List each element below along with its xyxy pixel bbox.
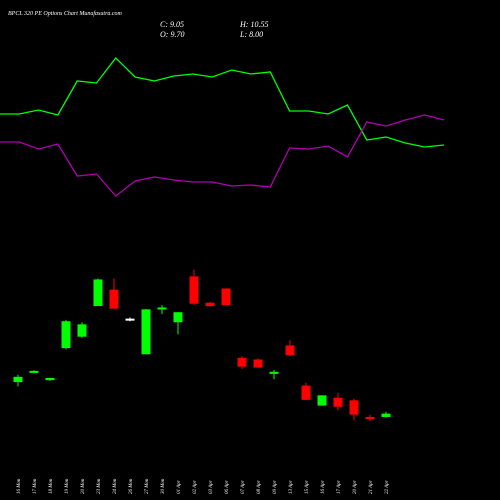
- x-tick-label: 23 Mon: [97, 478, 102, 494]
- x-tick-label: 24 Mon: [113, 478, 118, 494]
- candle-body: [157, 307, 167, 310]
- x-tick-label: 26 Mon: [129, 478, 134, 494]
- candle-body: [141, 309, 151, 355]
- x-tick-label: 17 Apr: [337, 480, 342, 494]
- open-readout: O: 9.70: [160, 30, 184, 39]
- candle-body: [221, 288, 231, 306]
- candle-body: [365, 416, 375, 419]
- x-tick-label: 09 Apr: [273, 480, 278, 494]
- candle-body: [77, 324, 87, 337]
- x-tick-label: 07 Apr: [241, 480, 246, 494]
- candle-body: [29, 370, 39, 373]
- x-tick-label: 20 Mon: [81, 478, 86, 494]
- candle-body: [13, 376, 23, 383]
- x-tick-label: 03 Apr: [209, 480, 214, 494]
- x-tick-label: 08 Apr: [257, 480, 262, 494]
- x-tick-label: 16 Mon: [17, 478, 22, 494]
- candle-body: [237, 357, 247, 367]
- x-tick-label: 16 Apr: [321, 480, 326, 494]
- candle-body: [93, 279, 103, 307]
- x-tick-label: 02 Apr: [193, 480, 198, 494]
- upper-band-line: [0, 57, 445, 148]
- x-axis: 16 Mon 17 Mon 18 Mon 19 Mon 20 Mon 23 Mon 24 M…: [17, 478, 390, 494]
- x-tick-label: 01 Apr: [177, 480, 182, 494]
- candle-body: [109, 289, 119, 309]
- candle-body: [61, 321, 71, 349]
- chart-title: BPCL 320 PE Options Chart Munafasutra.co…: [8, 10, 123, 17]
- candle-body: [253, 359, 263, 368]
- x-tick-label: 19 Mon: [65, 478, 70, 494]
- lower-band-line: [0, 114, 445, 197]
- x-tick-label: 21 Apr: [369, 480, 374, 494]
- candle-body: [269, 371, 279, 374]
- close-readout: C: 9.05: [160, 20, 184, 29]
- candle-body: [125, 318, 135, 321]
- x-tick-label: 06 Apr: [225, 480, 230, 494]
- candle-body: [381, 413, 391, 417]
- x-tick-label: 27 Mon: [145, 478, 150, 494]
- candle-body: [205, 302, 215, 307]
- candle-body: [317, 395, 327, 406]
- x-tick-label: 15 Apr: [305, 480, 310, 494]
- candle-body: [349, 400, 359, 415]
- candle-body: [45, 378, 55, 381]
- candle-body: [333, 397, 343, 407]
- bands-layer: [0, 57, 445, 197]
- x-tick-label: 18 Mon: [49, 478, 54, 494]
- x-tick-label: 17 Mon: [33, 478, 38, 494]
- low-readout: L: 8.00: [239, 30, 263, 39]
- candle-body: [189, 276, 199, 304]
- x-tick-label: 30 Mon: [161, 478, 166, 494]
- candle-body: [173, 312, 183, 323]
- x-tick-label: 22 Apr: [385, 480, 390, 494]
- high-readout: H: 10.55: [239, 20, 268, 29]
- candles-layer: [13, 269, 391, 421]
- x-tick-label: 13 Apr: [289, 480, 294, 494]
- x-tick-label: 20 Apr: [353, 480, 358, 494]
- candle-body: [285, 345, 295, 356]
- candle-body: [301, 385, 311, 400]
